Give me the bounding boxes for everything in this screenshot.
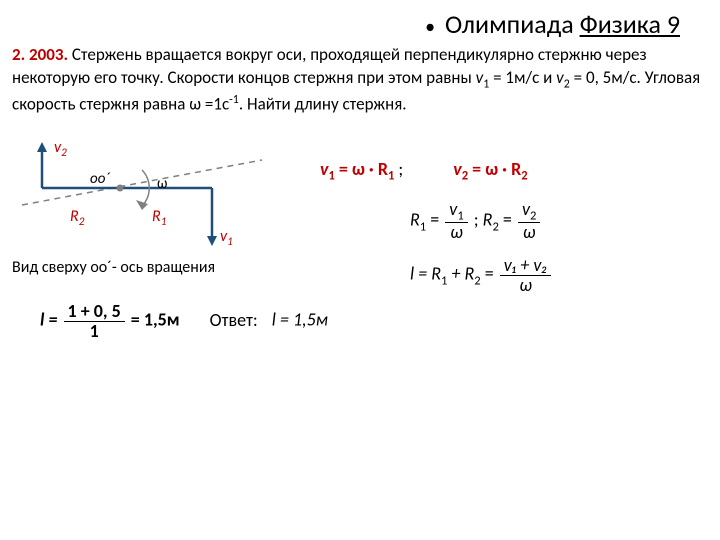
answer-value: l = 1,5м (272, 309, 328, 331)
axis-line (22, 160, 262, 205)
label-R1: R1 (152, 207, 166, 229)
pivot-point (117, 185, 124, 192)
label-omega: ω (157, 175, 167, 193)
calculation-row: l = 1 + 0, 51 = 1,5мОтвет:l = 1,5м (40, 302, 328, 341)
v1-val: = 1м/с и (489, 67, 556, 88)
bullet-icon: • (425, 15, 435, 39)
diagram: v2 oo´ ω R2 R1 v1 (12, 140, 272, 250)
v1-arrow-head (207, 236, 217, 246)
v2-sym: v (556, 67, 564, 88)
diagram-svg (12, 140, 272, 250)
label-v2: v2 (54, 138, 67, 160)
answer-label: Ответ: (210, 309, 258, 331)
v2-arrow-head (37, 142, 47, 152)
problem-statement: 2. 2003. Стержень вращается вокруг оси, … (12, 44, 708, 117)
label-R2: R2 (70, 207, 84, 229)
eq-row-2: R1 = v1ω ; R2 = v2ω (320, 200, 700, 243)
problem-tail: . Найти длину стержня. (239, 94, 407, 115)
eq-row-1: v1 = ω · R1 ;v2 = ω · R2 (320, 158, 700, 184)
slide-title: • Олимпиада Физика 9 (425, 8, 680, 40)
problem-number: 2. 2003. (12, 44, 68, 65)
label-v1: v1 (220, 227, 233, 249)
label-oo: oo´ (90, 170, 110, 188)
title-underline: Физика 9 (580, 8, 680, 40)
equations: v1 = ω · R1 ;v2 = ω · R2 R1 = v1ω ; R2 =… (320, 140, 700, 309)
diagram-caption: Вид сверху оо´- ось вращения (12, 258, 215, 277)
exp: -1 (229, 93, 239, 107)
title-prefix: Олимпиада (445, 8, 580, 40)
eq-row-3: l = R1 + R2 = v₁ + v₂ω (320, 256, 700, 295)
